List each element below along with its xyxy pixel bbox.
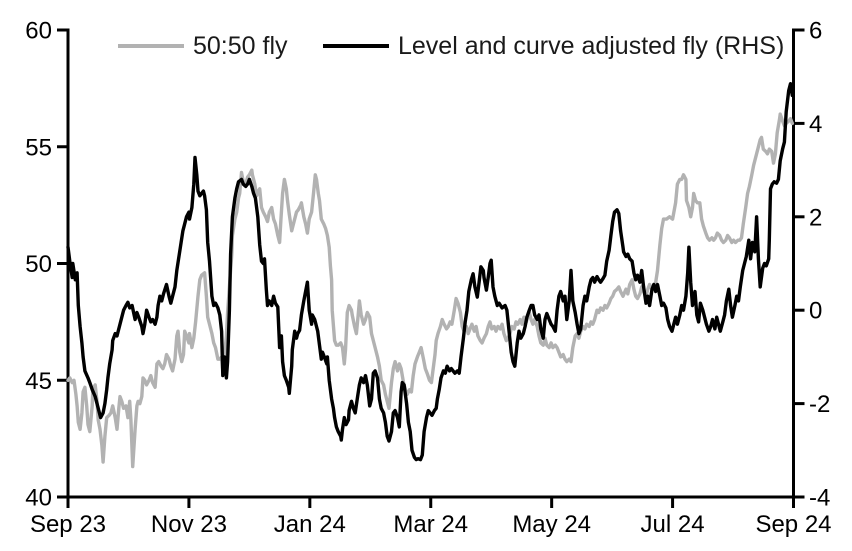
series-line-gray <box>66 112 794 469</box>
left-axis-tick-label: 40 <box>25 485 52 512</box>
right-axis-tick-label: 0 <box>809 298 822 325</box>
x-axis-tick-label: Jul 24 <box>641 511 705 538</box>
x-axis-tick-label: Jan 24 <box>274 511 346 538</box>
axis-ticks: 40 45 50 55 60 -4 -2 0 2 4 6 Sep 23 Nov 23 Jan 24 Mar … <box>25 18 831 539</box>
series-line-black <box>66 81 794 462</box>
x-axis-tick-label: Sep 23 <box>30 511 106 538</box>
legend-label-5050-fly: 50:50 fly <box>193 32 288 60</box>
legend-item-level-curve-fly: Level and curve adjusted fly (RHS) <box>323 31 784 61</box>
right-axis-tick-label: 2 <box>809 204 822 231</box>
legend-item-5050-fly: 50:50 fly <box>118 31 288 61</box>
right-axis-tick-label: -2 <box>809 391 830 418</box>
legend-label-level-curve-fly: Level and curve adjusted fly (RHS) <box>398 32 785 60</box>
left-axis-tick-label: 60 <box>25 18 52 45</box>
right-axis-tick-label: 6 <box>809 18 822 45</box>
right-axis-tick-label: 4 <box>809 111 822 138</box>
x-axis-tick-label: Sep 24 <box>755 511 831 538</box>
left-axis-tick-label: 55 <box>25 134 52 161</box>
x-axis-tick-label: Mar 24 <box>393 511 468 538</box>
data-series <box>66 81 794 469</box>
legend-swatch-gray-line <box>118 44 184 48</box>
legend-swatch-black-line <box>323 44 389 48</box>
left-axis-tick-label: 50 <box>25 251 52 278</box>
x-axis-tick-label: Nov 23 <box>151 511 227 538</box>
right-axis-tick-label: -4 <box>809 485 830 512</box>
left-axis-tick-label: 45 <box>25 368 52 395</box>
x-axis-tick-label: May 24 <box>512 511 591 538</box>
